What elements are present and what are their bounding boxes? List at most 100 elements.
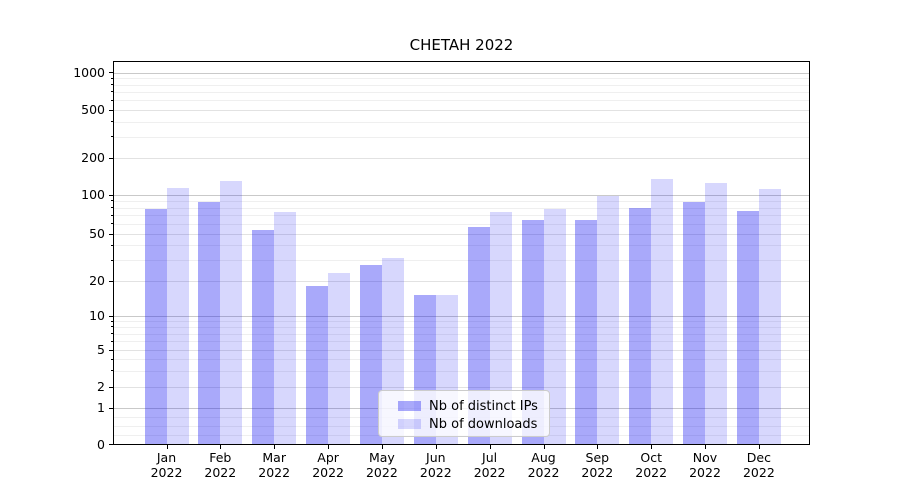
bar-downloads-oct — [651, 178, 674, 444]
bar-distinct-ips-dec — [736, 211, 759, 444]
x-tick-label-year: 2022 — [204, 465, 237, 480]
y-tick-mark — [109, 444, 113, 445]
plot-area: Nb of distinct IPs Nb of downloads — [113, 61, 810, 445]
y-tick-mark — [109, 349, 113, 351]
y-minor-tick-mark — [110, 99, 113, 101]
x-tick-label-month: Oct — [640, 450, 662, 465]
x-tick-label-year: 2022 — [473, 465, 506, 480]
y-minor-tick-mark — [110, 358, 113, 360]
gridline-minor — [114, 223, 809, 225]
x-tick-label-month: Aug — [531, 450, 556, 465]
gridline-minor — [114, 215, 809, 217]
chart-title: CHETAH 2022 — [409, 36, 514, 54]
y-minor-tick-mark — [110, 207, 113, 209]
x-tick-label-month: Dec — [746, 450, 771, 465]
gridline-minor — [114, 260, 809, 262]
x-tick-label-month: Jul — [482, 450, 498, 465]
y-minor-tick-mark — [110, 340, 113, 342]
x-tick-label-year: 2022 — [365, 465, 398, 480]
x-tick-label-year: 2022 — [635, 465, 668, 480]
gridline-minor — [114, 200, 809, 202]
x-tick-label-year: 2022 — [581, 465, 614, 480]
x-tick-label: Dec 2022 — [731, 450, 787, 480]
y-minor-tick-mark — [110, 223, 113, 225]
x-tick-label-month: Feb — [209, 450, 232, 465]
x-tick-label: Jul 2022 — [462, 450, 518, 480]
x-tick-label-year: 2022 — [419, 465, 452, 480]
y-tick-label: 100 — [81, 187, 105, 202]
y-tick-label: 2 — [97, 379, 105, 394]
x-tick-label-month: Jun — [426, 450, 446, 465]
y-tick-mark — [109, 280, 113, 282]
bar-downloads-aug — [543, 209, 566, 444]
grid-layer — [114, 62, 809, 444]
bar-downloads-nov — [705, 183, 727, 444]
x-tick-mark — [220, 445, 222, 449]
legend-label-downloads: Nb of downloads — [429, 416, 538, 432]
bar-distinct-ips-may — [359, 265, 382, 444]
bar-downloads-jan — [166, 187, 189, 444]
x-tick-mark — [543, 445, 545, 449]
y-tick-label: 1 — [97, 400, 105, 415]
x-tick-label: Feb 2022 — [192, 450, 248, 480]
y-minor-tick-mark — [110, 244, 113, 246]
y-minor-tick-mark — [110, 121, 113, 123]
gridline-labeled-minor — [114, 158, 809, 159]
x-tick-mark — [328, 445, 330, 449]
x-tick-label-month: Mar — [262, 450, 286, 465]
y-tick-label: 1000 — [73, 64, 105, 80]
x-tick-mark — [381, 445, 383, 449]
x-tick-mark — [705, 445, 706, 449]
x-tick-label: Nov 2022 — [677, 450, 733, 480]
x-tick-label-year: 2022 — [312, 465, 344, 480]
y-tick-label: 200 — [81, 150, 105, 165]
gridline-minor — [114, 78, 809, 80]
gridline-minor — [114, 370, 809, 372]
legend-swatch-downloads — [398, 419, 421, 429]
gridline-minor — [114, 91, 809, 93]
bar-downloads-mar — [274, 212, 297, 444]
x-tick-label-year: 2022 — [742, 465, 775, 480]
x-tick-label-year: 2022 — [258, 465, 291, 480]
y-minor-tick-mark — [110, 136, 113, 138]
x-tick-label: Apr 2022 — [300, 450, 356, 480]
y-minor-tick-mark — [110, 200, 113, 202]
bar-distinct-ips-nov — [683, 202, 705, 444]
gridline-minor — [114, 341, 809, 343]
x-tick-label-year: 2022 — [527, 465, 560, 480]
gridline-major — [114, 72, 809, 74]
gridline-minor — [114, 136, 809, 138]
bar-distinct-ips-mar — [252, 230, 275, 444]
y-tick-mark — [109, 109, 113, 111]
x-tick-label: Sep 2022 — [569, 450, 625, 480]
x-tick-label-month: Jan — [156, 450, 177, 465]
gridline-major — [114, 316, 809, 317]
y-minor-tick-mark — [110, 333, 113, 334]
x-tick-mark — [758, 445, 760, 449]
bar-downloads-jul — [489, 212, 512, 444]
gridline-major — [114, 195, 809, 196]
x-tick-label: Jun 2022 — [408, 450, 464, 480]
gridline-labeled-minor — [114, 387, 809, 388]
gridline-minor — [114, 359, 809, 360]
gridline-labeled-minor — [114, 350, 809, 351]
bar-distinct-ips-sep — [575, 219, 598, 444]
x-tick-label-month: Apr — [317, 450, 339, 465]
y-minor-tick-mark — [110, 91, 113, 93]
legend-entry-distinct-ips: Nb of distinct IPs — [398, 397, 549, 415]
bar-distinct-ips-jan — [144, 209, 167, 444]
gridline-minor — [114, 321, 809, 323]
y-tick-mark — [109, 72, 113, 73]
y-tick-mark — [109, 386, 113, 388]
bar-distinct-ips-apr — [306, 285, 329, 444]
legend: Nb of distinct IPs Nb of downloads — [378, 390, 550, 437]
gridline-minor — [114, 326, 809, 328]
y-minor-tick-mark — [110, 370, 113, 372]
x-tick-label-month: Nov — [692, 450, 718, 465]
x-tick-mark — [435, 445, 437, 449]
gridline-minor — [114, 207, 809, 209]
x-tick-mark — [651, 445, 653, 449]
x-tick-mark — [489, 445, 491, 449]
x-tick-mark — [274, 445, 276, 449]
